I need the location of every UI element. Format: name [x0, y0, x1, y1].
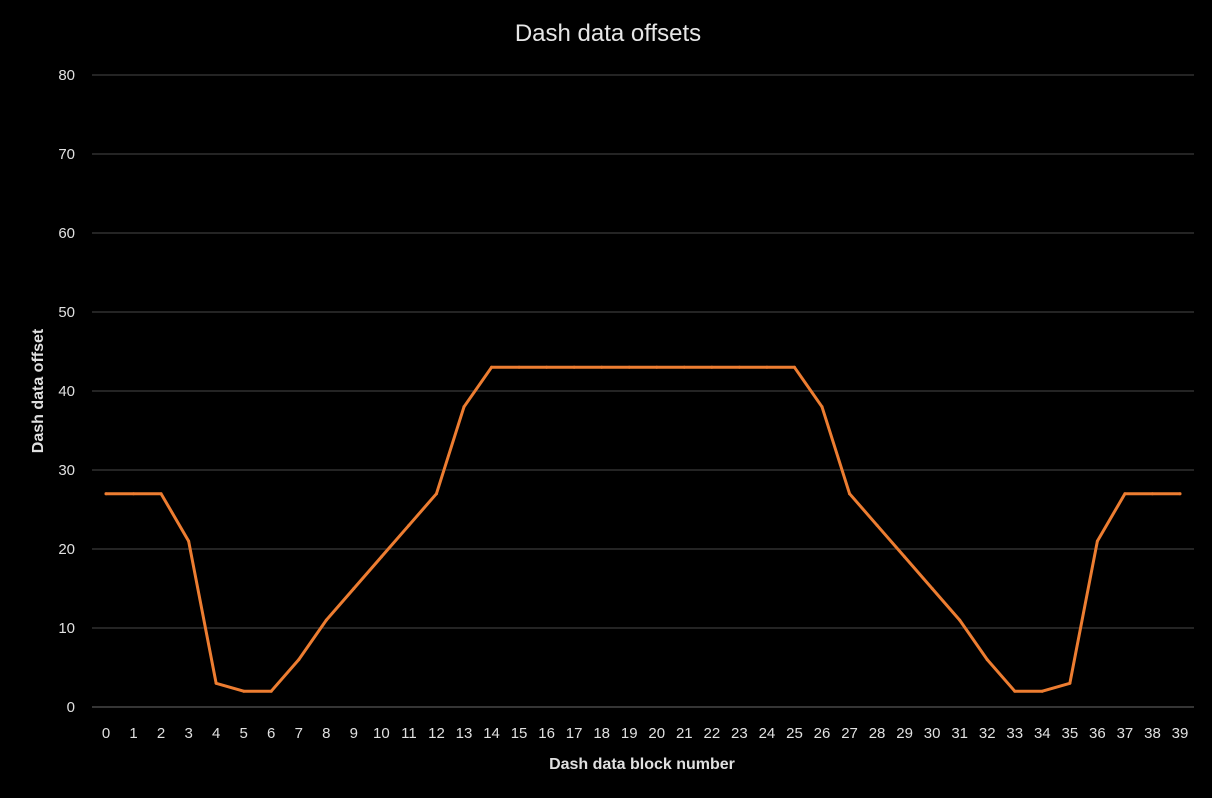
x-tick-label: 18: [593, 725, 610, 742]
x-tick-label: 38: [1144, 725, 1161, 742]
data-point: [600, 365, 604, 369]
x-tick-label: 35: [1062, 725, 1079, 742]
x-tick-label: 5: [240, 725, 248, 742]
data-point: [324, 618, 328, 622]
x-tick-label: 7: [295, 725, 303, 742]
x-tick-label: 15: [511, 725, 528, 742]
x-tick-label: 3: [184, 725, 192, 742]
x-tick-label: 33: [1006, 725, 1023, 742]
series-layer: [104, 365, 1182, 693]
x-tick-label: 0: [102, 725, 110, 742]
data-point: [269, 689, 273, 693]
data-point: [710, 365, 714, 369]
data-point: [490, 365, 494, 369]
data-point: [930, 587, 934, 590]
x-axis-ticks: 0 1 2 3 4 5 6 7 8 9 10 11 12 13 14 15 16 17 18 19 20 21 22 23 24…: [102, 725, 1189, 742]
x-tick-label: 37: [1117, 725, 1134, 742]
data-point: [958, 618, 962, 622]
x-tick-label: 26: [814, 725, 831, 742]
data-point: [848, 492, 852, 496]
x-tick-label: 22: [704, 725, 721, 742]
x-tick-label: 28: [869, 725, 886, 742]
x-tick-label: 24: [759, 725, 776, 742]
y-tick-label: 60: [58, 225, 75, 242]
data-point: [1013, 689, 1017, 693]
data-point: [1178, 492, 1182, 496]
y-axis-ticks: 0 10 20 30 40 50 60 70 80: [58, 67, 75, 716]
x-tick-label: 16: [538, 725, 555, 742]
x-tick-label: 27: [841, 725, 858, 742]
x-tick-label: 11: [401, 725, 417, 742]
data-point: [214, 681, 218, 685]
data-point: [1040, 689, 1044, 693]
data-point: [875, 523, 879, 527]
y-tick-label: 30: [58, 462, 75, 479]
data-point: [462, 405, 466, 409]
data-point: [434, 492, 438, 496]
x-tick-label: 6: [267, 725, 275, 742]
series-line: [104, 365, 1182, 693]
data-point: [792, 365, 796, 369]
x-tick-label: 23: [731, 725, 748, 742]
data-point: [655, 365, 659, 369]
x-tick-label: 31: [951, 725, 968, 742]
data-point: [820, 405, 824, 409]
x-tick-label: 14: [483, 725, 500, 742]
data-point: [1068, 681, 1072, 685]
data-point: [572, 365, 576, 369]
x-tick-label: 1: [129, 725, 137, 742]
x-tick-label: 39: [1172, 725, 1189, 742]
data-point: [242, 689, 246, 693]
data-point: [985, 658, 989, 662]
y-tick-label: 40: [58, 383, 75, 400]
x-tick-label: 32: [979, 725, 996, 742]
x-tick-label: 10: [373, 725, 390, 742]
data-point: [737, 365, 741, 369]
x-axis-label: Dash data block number: [549, 756, 735, 773]
data-point: [627, 365, 631, 369]
y-axis-label: Dash data offset: [30, 328, 47, 453]
chart-title: Dash data offsets: [515, 20, 701, 47]
x-tick-label: 12: [428, 725, 445, 742]
data-point: [1123, 492, 1127, 496]
data-point: [104, 492, 108, 496]
data-point: [1095, 539, 1099, 543]
data-point: [517, 365, 521, 369]
data-point: [159, 492, 163, 496]
data-point: [765, 365, 769, 369]
y-tick-label: 20: [58, 541, 75, 558]
x-tick-label: 9: [350, 725, 358, 742]
x-tick-label: 30: [924, 725, 941, 742]
data-point: [1150, 492, 1154, 496]
data-point: [132, 492, 136, 496]
x-tick-label: 34: [1034, 725, 1051, 742]
data-point: [545, 365, 549, 369]
x-tick-label: 13: [456, 725, 473, 742]
gridlines: [92, 74, 1194, 708]
y-tick-label: 70: [58, 146, 75, 163]
x-tick-label: 2: [157, 725, 165, 742]
x-tick-label: 4: [212, 725, 220, 742]
data-point: [903, 555, 907, 559]
y-tick-label: 10: [58, 620, 75, 637]
x-tick-label: 19: [621, 725, 638, 742]
y-tick-label: 80: [58, 67, 75, 84]
x-tick-label: 8: [322, 725, 330, 742]
data-point: [297, 658, 301, 662]
x-tick-label: 29: [896, 725, 913, 742]
x-tick-label: 25: [786, 725, 803, 742]
data-point: [379, 555, 383, 559]
x-tick-label: 17: [566, 725, 583, 742]
y-tick-label: 0: [67, 699, 75, 716]
data-point: [407, 523, 411, 527]
data-point: [187, 539, 191, 543]
data-point: [682, 365, 686, 369]
x-tick-label: 36: [1089, 725, 1106, 742]
x-tick-label: 21: [676, 725, 693, 742]
x-tick-label: 20: [648, 725, 665, 742]
data-point: [352, 587, 356, 590]
y-tick-label: 50: [58, 304, 75, 321]
